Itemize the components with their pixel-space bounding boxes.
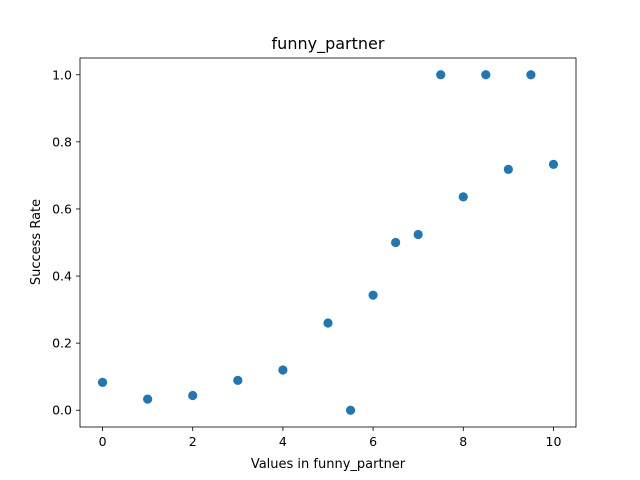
y-tick-label: 0.6 xyxy=(52,201,72,216)
data-point xyxy=(413,229,423,240)
data-point xyxy=(458,192,468,202)
data-point xyxy=(481,70,491,80)
plot-frame xyxy=(79,57,577,428)
y-tick-label: 0.2 xyxy=(52,336,72,351)
data-point xyxy=(548,159,559,169)
axes: 0 2 4 6 8 10 0.0 0.2 0.4 0.6 0.8 1.0 xyxy=(52,57,577,449)
plot-marks xyxy=(97,70,559,415)
y-tick-label: 0.8 xyxy=(52,134,72,149)
x-tick-label: 4 xyxy=(279,434,287,449)
y-tick-label: 1.0 xyxy=(52,67,72,82)
data-point xyxy=(188,390,198,401)
data-point xyxy=(526,70,536,80)
y-axis-label: Success Rate xyxy=(29,199,44,285)
x-tick-label: 2 xyxy=(189,434,197,449)
x-tick-label: 8 xyxy=(459,434,467,449)
data-point xyxy=(233,375,243,385)
x-tick-label: 0 xyxy=(99,434,107,449)
x-tick-label: 6 xyxy=(369,434,377,449)
data-point xyxy=(436,70,446,80)
data-point xyxy=(278,365,288,375)
data-point xyxy=(143,394,153,404)
data-point xyxy=(391,237,401,248)
data-point xyxy=(368,290,378,300)
x-tick-label: 10 xyxy=(546,434,562,449)
x-axis-label: Values in funny_partner xyxy=(251,457,406,472)
data-point xyxy=(345,405,356,415)
y-tick-label: 0.4 xyxy=(52,269,72,284)
data-point xyxy=(97,377,108,387)
data-point xyxy=(323,318,333,328)
chart-title: funny_partner xyxy=(272,34,385,54)
y-tick-label: 0.0 xyxy=(52,403,72,418)
data-point xyxy=(503,164,513,174)
